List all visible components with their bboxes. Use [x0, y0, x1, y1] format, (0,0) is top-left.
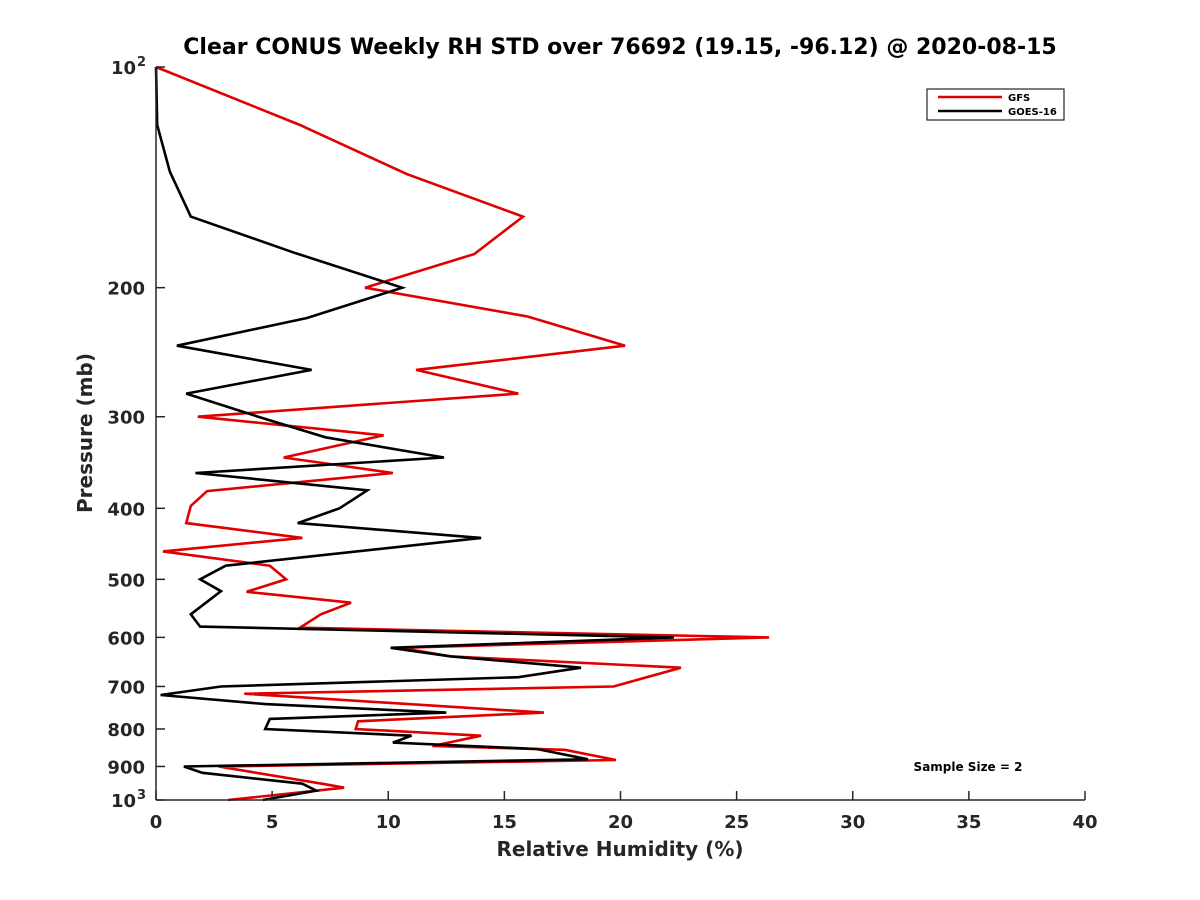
legend: GFS GOES-16: [926, 88, 1065, 121]
plot-area: 0 5 10 15 20 25 30 35 40 10 220030040050060070080…: [107, 55, 1097, 833]
series-line-gfs: [155, 65, 770, 802]
legend-box: [926, 88, 1065, 121]
y-tick-label: 10: [111, 791, 136, 812]
x-tick-label: 0: [150, 812, 163, 833]
chart-title: Clear CONUS Weekly RH STD over 76692 (19…: [183, 35, 1056, 60]
series-layer: [154, 65, 770, 802]
y-tick-label: 300: [107, 408, 145, 429]
x-ticks: 0 5 10 15 20 25 30 35 40: [150, 791, 1098, 833]
x-tick-label: 10: [376, 812, 401, 833]
y-tick-label: 700: [107, 677, 145, 698]
x-tick-label: 40: [1072, 812, 1097, 833]
y-tick-label: 800: [107, 720, 145, 741]
x-tick-label: 15: [492, 812, 517, 833]
series-line-goes16: [154, 66, 674, 802]
y-tick-exponent: 3: [137, 788, 146, 803]
y-tick-label: 900: [107, 757, 145, 778]
legend-label-gfs: GFS: [1008, 93, 1030, 104]
y-tick-label: 500: [107, 570, 145, 591]
x-tick-label: 35: [956, 812, 981, 833]
y-tick-label: 200: [107, 279, 145, 300]
x-axis-label: Relative Humidity (%): [496, 837, 743, 861]
y-tick-label: 400: [107, 499, 145, 520]
y-tick-exponent: 2: [137, 55, 146, 70]
y-axis-label: Pressure (mb): [73, 353, 97, 513]
x-tick-label: 25: [724, 812, 749, 833]
legend-label-goes16: GOES-16: [1008, 107, 1057, 118]
x-tick-label: 30: [840, 812, 865, 833]
sample-size-annotation: Sample Size = 2: [914, 760, 1023, 774]
y-tick-label: 10: [111, 58, 136, 79]
y-tick-label: 600: [107, 628, 145, 649]
x-tick-label: 5: [266, 812, 279, 833]
x-tick-label: 20: [608, 812, 633, 833]
